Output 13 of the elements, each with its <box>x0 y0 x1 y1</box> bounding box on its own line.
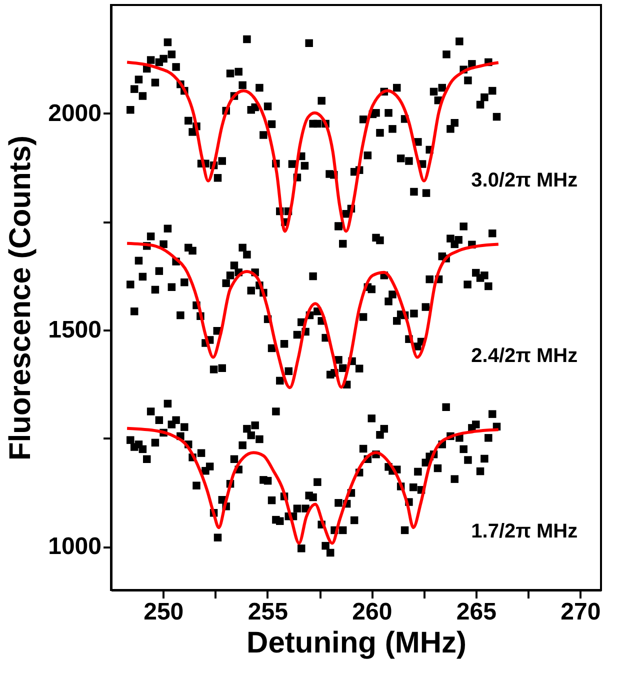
y-tick-label: 1000 <box>48 533 102 560</box>
x-tick-label: 265 <box>456 598 496 626</box>
y-axis-title: Fluorescence (Counts) <box>4 135 38 461</box>
y-tick-label: 1500 <box>48 316 102 344</box>
y-tick-label: 2000 <box>48 100 102 127</box>
annotation: 1.7/2π MHz <box>471 520 578 542</box>
x-tick-label: 260 <box>352 598 392 626</box>
x-tick-label: 270 <box>560 598 601 626</box>
x-axis-title: Detuning (MHz) <box>246 626 466 660</box>
annotation: 3.0/2π MHz <box>471 170 578 192</box>
annotation: 2.4/2π MHz <box>471 345 578 367</box>
x-tick-label: 255 <box>248 598 288 626</box>
x-tick-label: 250 <box>144 598 184 626</box>
